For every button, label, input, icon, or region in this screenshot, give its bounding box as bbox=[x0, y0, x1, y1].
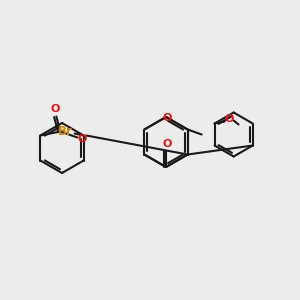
Text: O: O bbox=[51, 104, 60, 115]
Text: Br: Br bbox=[58, 125, 73, 138]
Text: O: O bbox=[162, 113, 172, 123]
Text: O: O bbox=[162, 139, 172, 149]
Text: O: O bbox=[78, 134, 87, 145]
Text: O: O bbox=[225, 115, 234, 124]
